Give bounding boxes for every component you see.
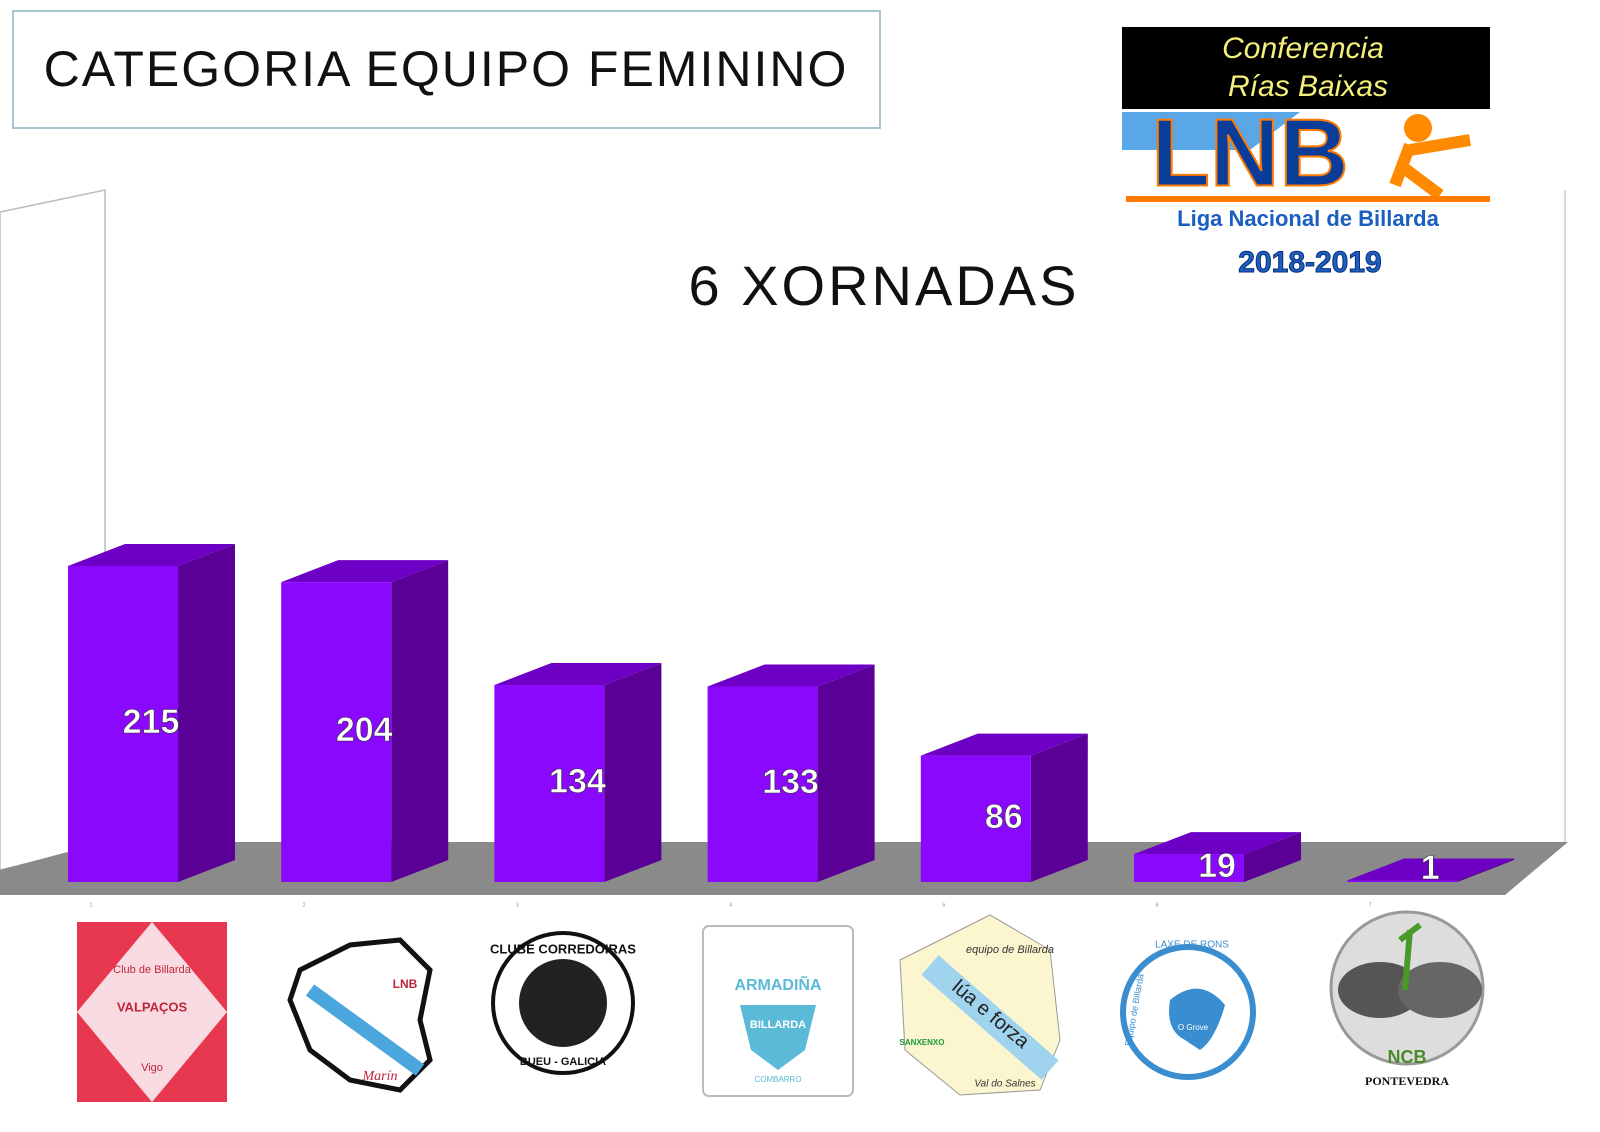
value-label: 134 [549, 762, 606, 800]
logo-text: LAXE DE RONS [1155, 940, 1229, 951]
brand-league: Liga Nacional de Billarda [1177, 206, 1439, 231]
bar [707, 686, 818, 882]
logo-6: Equipo de Billarda LAXE DE RONS O Grove [1120, 940, 1256, 1080]
bar-side [1030, 733, 1088, 882]
x-tick-label: 3 [516, 902, 519, 908]
bar [494, 685, 605, 882]
logo-stripe [305, 984, 425, 1076]
bar [1134, 854, 1244, 882]
logo-text: Marín [362, 1069, 398, 1084]
bar-side [604, 663, 662, 882]
logo-7: NCB PONTEVEDRA [1329, 910, 1485, 1088]
logo-5: equipo de Billarda lúa e forza SANXENXO … [899, 914, 1061, 1096]
bar-top [494, 663, 662, 686]
logo-center [519, 959, 607, 1047]
bar-side [391, 560, 449, 882]
logo-text: NCB [1388, 1047, 1427, 1067]
logo-2: LNB Marín [287, 937, 433, 1093]
logo-text: CLUBE CORREDOIRAS [490, 941, 636, 956]
value-label: 1 [1421, 849, 1440, 887]
logo-4: ARMADIÑA BILLARDA COMBARRO [702, 925, 854, 1097]
logo-text: PONTEVEDRA [1365, 1074, 1449, 1088]
bar-top [707, 664, 875, 687]
logo-plant [1398, 922, 1422, 991]
brand-logo: Conferencia Rías Baixas LNB Liga Naciona… [1122, 27, 1490, 279]
value-label: 133 [762, 763, 819, 801]
logo-text: BUEU - GALICIA [520, 1056, 606, 1068]
logo-shape [1398, 962, 1482, 1018]
brand-season: 2018-2019 [1238, 246, 1381, 279]
logo-stripe [921, 955, 1059, 1080]
title-box [12, 10, 881, 129]
x-tick-label: 4 [729, 902, 732, 908]
logo-text: VALPAÇOS [117, 999, 188, 1014]
bar-top [1347, 858, 1515, 881]
bar-top [920, 733, 1088, 756]
chart-title: 6 XORNADAS [689, 254, 1080, 317]
x-tick-label: 6 [1156, 902, 1159, 908]
x-tick-label: 1 [90, 902, 93, 908]
bar-top [68, 543, 235, 566]
logo-text: SANXENXO [900, 1038, 945, 1047]
logo-shield [740, 1005, 816, 1070]
bar-top [281, 560, 449, 583]
logo-text: LNB [393, 977, 418, 991]
brand-stripe [1122, 112, 1300, 150]
x-tick-label: 2 [303, 902, 306, 908]
logo-shape [1338, 962, 1422, 1018]
logo-1: Club de Billarda VALPAÇOS Vigo [77, 922, 227, 1102]
bar [68, 565, 178, 882]
logo-text: equipo de Billarda [966, 944, 1054, 956]
brand-conference: Conferencia [1222, 32, 1384, 65]
logo-text: O Grove [1178, 1023, 1209, 1032]
value-label: 86 [985, 798, 1023, 836]
logo-3: CLUBE CORREDOIRAS BUEU - GALICIA [490, 931, 636, 1075]
value-label: 19 [1198, 847, 1236, 885]
logo-shape [1169, 988, 1225, 1050]
logo-text: Vigo [141, 1062, 163, 1074]
bar-side [178, 543, 235, 882]
bar [281, 582, 392, 882]
value-label: 215 [123, 703, 180, 741]
page-title: CATEGORIA EQUIPO FEMININO [44, 41, 849, 97]
logo-text: Val do Salnes [974, 1079, 1035, 1090]
bar-side [1457, 858, 1515, 882]
bar-top [1134, 832, 1301, 855]
bar-side [1244, 832, 1301, 882]
brand-figure [1389, 134, 1471, 200]
bar [1347, 880, 1458, 882]
x-tick-label: 5 [942, 902, 945, 908]
logo-text: BILLARDA [750, 1019, 806, 1031]
logo-shape [77, 922, 227, 1102]
bar-side [817, 664, 875, 882]
brand-conference: Rías Baixas [1228, 70, 1388, 103]
brand-lnb: LNB [1151, 99, 1348, 206]
brand-banner [1122, 27, 1490, 109]
x-tick-label: 7 [1369, 902, 1372, 908]
value-label: 204 [336, 711, 393, 749]
brand-figure [1404, 114, 1432, 142]
bar [920, 755, 1031, 882]
logo-text: Club de Billarda [113, 964, 192, 976]
logo-text: COMBARRO [754, 1075, 801, 1084]
brand-line [1126, 196, 1490, 202]
logo-text: ARMADIÑA [734, 974, 822, 994]
